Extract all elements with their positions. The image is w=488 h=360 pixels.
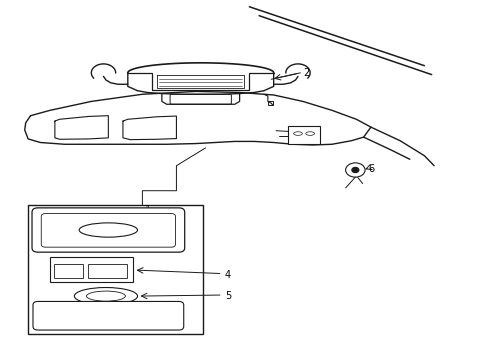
Bar — [28, 205, 203, 334]
Ellipse shape — [74, 288, 137, 305]
FancyBboxPatch shape — [32, 208, 184, 252]
FancyBboxPatch shape — [170, 94, 231, 104]
Text: 3: 3 — [312, 136, 318, 146]
Text: 5: 5 — [224, 291, 231, 301]
Text: 2: 2 — [302, 68, 308, 78]
Ellipse shape — [86, 291, 125, 301]
Bar — [287, 126, 319, 144]
Text: 1: 1 — [144, 205, 151, 215]
FancyBboxPatch shape — [41, 213, 175, 247]
Ellipse shape — [79, 223, 137, 237]
FancyBboxPatch shape — [33, 301, 183, 330]
Bar — [88, 264, 126, 278]
Bar — [50, 257, 132, 282]
Text: 6: 6 — [368, 164, 374, 174]
Text: 4: 4 — [224, 270, 231, 280]
Circle shape — [351, 167, 358, 172]
Ellipse shape — [305, 132, 314, 135]
Ellipse shape — [293, 132, 302, 135]
Bar — [292, 126, 311, 138]
Bar — [54, 264, 83, 278]
